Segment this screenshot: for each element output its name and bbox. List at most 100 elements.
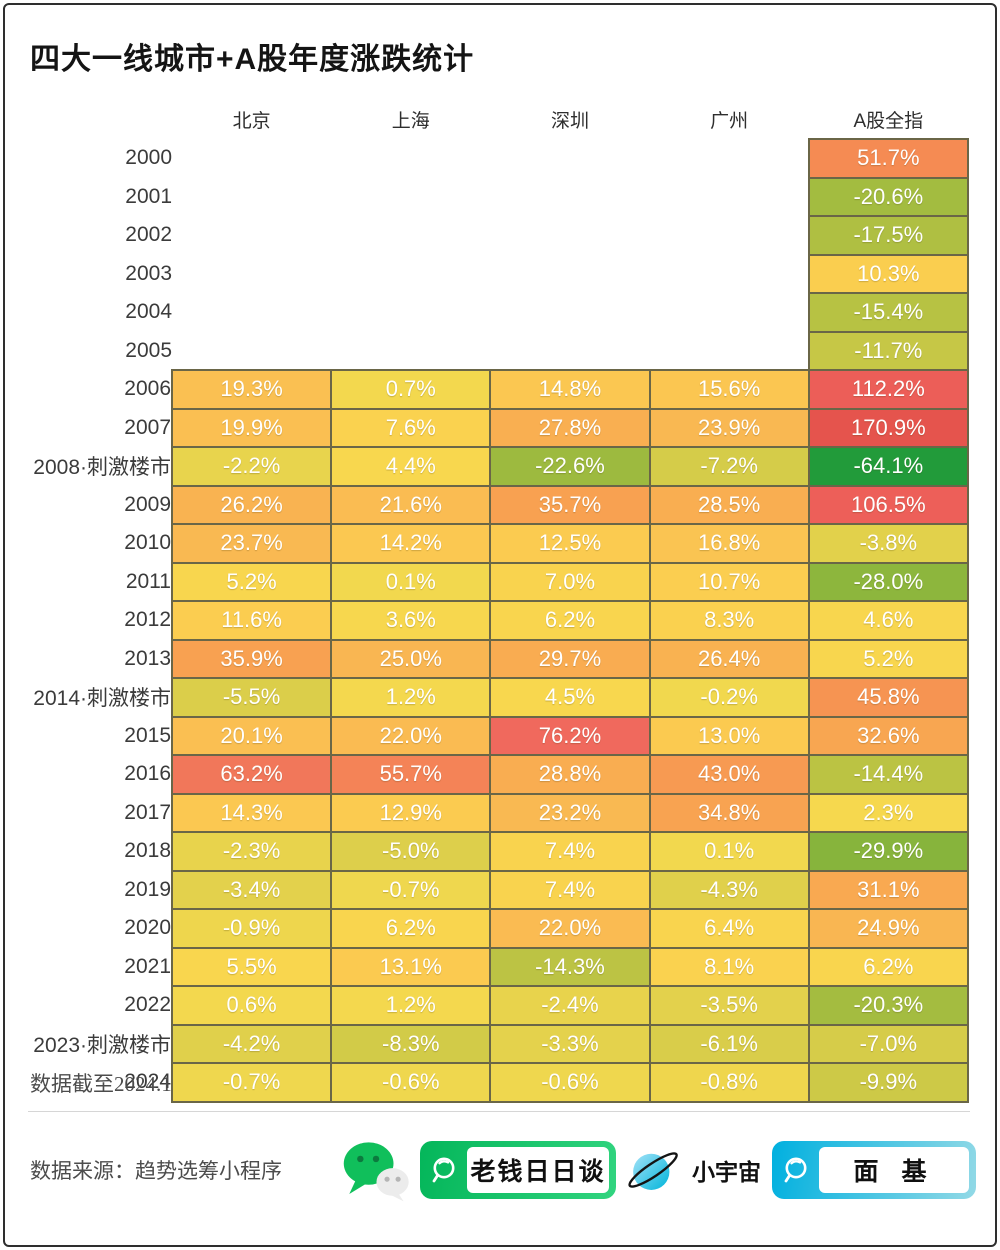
heatmap-cell: -0.7% — [170, 1062, 333, 1103]
empty-cell — [490, 177, 650, 216]
heatmap-cell: 10.3% — [807, 253, 969, 294]
heatmap-cell: 7.0% — [489, 561, 651, 602]
empty-cell — [172, 216, 332, 255]
heatmap-cell: 16.8% — [648, 523, 810, 564]
heatmap-row: 2012 11.6% 3.6% 6.2% 8.3% 4.6% — [13, 600, 969, 641]
heatmap-cell: 0.6% — [170, 985, 333, 1026]
heatmap-row: 2000 51.7% — [13, 138, 969, 179]
heatmap-cell: 7.4% — [489, 831, 651, 872]
heatmap-cell: 4.4% — [330, 446, 492, 487]
heatmap-row: 2007 19.9% 7.6% 27.8% 23.9% 170.9% — [13, 407, 969, 448]
heatmap-cell: 1.2% — [330, 985, 492, 1026]
row-label: 2013 — [124, 646, 171, 670]
heatmap-cell: 14.3% — [170, 792, 333, 833]
column-header: 深圳 — [550, 111, 589, 132]
empty-cell — [172, 331, 332, 370]
heatmap-cell: -5.0% — [330, 831, 492, 872]
heatmap-cell: 20.1% — [170, 715, 333, 756]
row-label: 2023·刺激楼市 — [33, 1033, 171, 1057]
heatmap-cell: 8.1% — [648, 946, 810, 987]
empty-cell — [172, 139, 332, 178]
heatmap-cell: -7.2% — [648, 446, 810, 487]
row-label: 2022 — [124, 993, 171, 1017]
row-label: 2016 — [124, 762, 171, 786]
heatmap-cell: -20.3% — [807, 985, 969, 1026]
social-badges: 老钱日日谈 小宇宙 — [341, 1138, 976, 1202]
row-label: 2001 — [125, 184, 172, 208]
row-label: 2008·刺激楼市 — [33, 456, 171, 480]
heatmap-row: 2010 23.7% 14.2% 12.5% 16.8% -3.8% — [13, 523, 969, 564]
heatmap-row: 2001 -20.6% — [13, 176, 969, 217]
heatmap-row: 2024 -0.7% -0.6% -0.6% -0.8% -9.9% — [13, 1062, 969, 1103]
heatmap-cell: -3.8% — [807, 523, 969, 564]
empty-cell — [331, 139, 491, 178]
heatmap-cell: 6.2% — [330, 908, 492, 949]
data-cutoff-note: 数据截至2024.1 — [30, 1072, 172, 1096]
heatmap-cell: 12.9% — [330, 792, 492, 833]
heatmap-cell: 26.2% — [170, 484, 333, 525]
column-header: 北京 — [232, 111, 271, 132]
heatmap-cell: 12.5% — [489, 523, 651, 564]
row-label: 2011 — [125, 569, 171, 593]
heatmap-row: 2021 5.5% 13.1% -14.3% 8.1% 6.2% — [13, 946, 969, 987]
empty-cell — [649, 177, 809, 216]
heatmap-table: 北京 上海 深圳 广州 A股全指 2000 51.7% 2001 -20.6% 2002 -17.… — [13, 100, 969, 1103]
heatmap-cell: -7.0% — [807, 1023, 969, 1064]
heatmap-row: 2019 -3.4% -0.7% 7.4% -4.3% 31.1% — [13, 869, 969, 910]
heatmap-cell: 19.3% — [170, 369, 333, 410]
heatmap-row: 2005 -11.7% — [13, 330, 969, 371]
heatmap-cell: -11.7% — [807, 330, 969, 371]
heatmap-cell: 14.2% — [330, 523, 492, 564]
column-header-row: 北京 上海 深圳 广州 A股全指 — [13, 100, 968, 139]
heatmap-row: 2018 -2.3% -5.0% 7.4% 0.1% -29.9% — [13, 831, 969, 872]
heatmap-row: 2015 20.1% 22.0% 76.2% 13.0% 32.6% — [13, 715, 969, 756]
heatmap-cell: 1.2% — [330, 677, 492, 718]
row-label: 2003 — [125, 261, 172, 285]
podcast-search-badge: 面 基 — [772, 1141, 976, 1199]
planet-icon — [628, 1152, 678, 1190]
empty-cell — [490, 293, 650, 332]
heatmap-cell: 28.8% — [489, 754, 651, 795]
heatmap-cell: -0.6% — [489, 1062, 651, 1103]
column-header: 上海 — [391, 111, 430, 132]
heatmap-row: 2020 -0.9% 6.2% 22.0% 6.4% 24.9% — [13, 908, 969, 949]
heatmap-cell: 5.2% — [170, 561, 333, 602]
heatmap-cell: 31.1% — [807, 869, 969, 910]
heatmap-cell: 8.3% — [648, 600, 810, 641]
wechat-icon — [343, 1142, 409, 1202]
row-label: 2021 — [124, 954, 171, 978]
heatmap-cell: 10.7% — [648, 561, 810, 602]
row-label: 2017 — [124, 800, 171, 824]
row-label: 2009 — [124, 492, 171, 516]
heatmap-cell: 0.1% — [330, 561, 492, 602]
empty-cell — [649, 331, 809, 370]
heatmap-cell: 23.2% — [489, 792, 651, 833]
row-label: 2000 — [125, 146, 172, 170]
podcast-show-name: 面 基 — [819, 1147, 969, 1193]
empty-cell — [649, 216, 809, 255]
heatmap-cell: -20.6% — [807, 176, 969, 217]
heatmap-cell: 3.6% — [330, 600, 492, 641]
heatmap-cell: -17.5% — [807, 215, 969, 256]
heatmap-row: 2004 -15.4% — [13, 292, 969, 333]
heatmap-cell: 11.6% — [170, 600, 333, 641]
heatmap-cell: 7.4% — [489, 869, 651, 910]
empty-cell — [331, 254, 491, 293]
heatmap-cell: 6.2% — [807, 946, 969, 987]
heatmap-cell: 24.9% — [807, 908, 969, 949]
search-icon — [784, 1157, 807, 1183]
heatmap-row: 2009 26.2% 21.6% 35.7% 28.5% 106.5% — [13, 484, 969, 525]
heatmap-cell: 23.7% — [170, 523, 333, 564]
heatmap-cell: 2.3% — [807, 792, 969, 833]
empty-cell — [331, 177, 491, 216]
heatmap-cell: -15.4% — [807, 292, 969, 333]
heatmap-cell: 0.1% — [648, 831, 810, 872]
empty-cell — [172, 177, 332, 216]
heatmap-cell: 0.7% — [330, 369, 492, 410]
data-source-note: 数据来源：趋势选筹小程序 — [30, 1159, 282, 1183]
empty-cell — [172, 254, 332, 293]
empty-cell — [331, 216, 491, 255]
heatmap-cell: -3.4% — [170, 869, 333, 910]
row-label: 2004 — [125, 300, 172, 324]
search-icon — [432, 1157, 455, 1183]
